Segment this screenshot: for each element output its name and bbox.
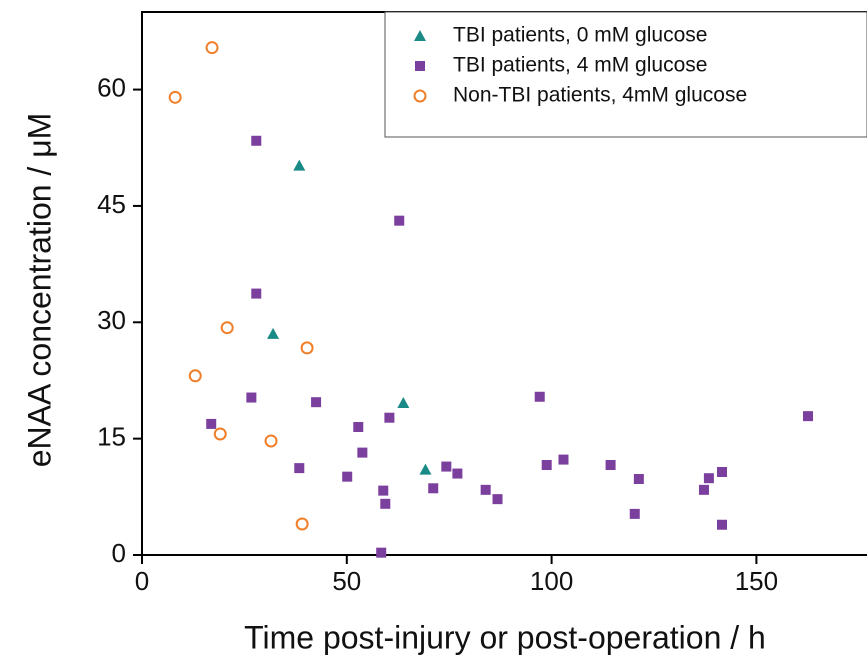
x-tick-label: 0 [135, 566, 149, 596]
square-marker [480, 484, 491, 495]
square-marker [717, 466, 727, 477]
square-marker [629, 508, 640, 519]
square-marker [492, 494, 503, 505]
triangle-marker [397, 396, 410, 408]
circle-marker [264, 434, 278, 448]
square-marker [384, 412, 395, 423]
square-marker [803, 411, 814, 422]
triangle-marker [419, 463, 432, 475]
square-marker [378, 485, 389, 496]
square-marker [246, 392, 257, 403]
x-tick-label: 50 [332, 566, 361, 596]
y-tick-label: 30 [97, 305, 126, 335]
square-marker [441, 461, 452, 472]
circle-marker [213, 427, 227, 441]
y-tick-label: 15 [97, 422, 126, 452]
y-tick-label: 60 [97, 72, 126, 102]
legend-box [384, 11, 867, 138]
square-marker [376, 547, 387, 558]
circle-marker [295, 517, 309, 531]
circle-marker [188, 369, 202, 383]
y-tick-label: 45 [97, 189, 126, 219]
square-marker [206, 418, 217, 429]
square-marker [534, 391, 545, 402]
y-axis-label: eNAA concentration / μM [21, 113, 57, 468]
triangle-marker [414, 30, 426, 41]
circle-marker [205, 41, 219, 55]
square-marker [605, 460, 616, 471]
square-marker [633, 473, 644, 484]
square-marker [428, 483, 439, 494]
x-tick-label: 100 [530, 566, 573, 596]
y-tick-label: 0 [112, 538, 126, 568]
square-marker [353, 422, 364, 433]
x-axis-label: Time post-injury or post-operation / h [244, 619, 766, 655]
circle-marker [413, 89, 427, 103]
square-marker [251, 135, 262, 146]
square-marker [703, 473, 714, 484]
square-marker [558, 454, 569, 465]
legend-label: TBI patients, 4 mM glucose [453, 54, 707, 77]
square-marker [251, 288, 262, 299]
square-marker [717, 519, 727, 530]
circle-marker [220, 321, 234, 335]
square-marker [380, 498, 391, 509]
square-marker [541, 460, 552, 471]
square-marker [342, 471, 353, 482]
square-marker [294, 463, 305, 474]
circle-marker [168, 90, 182, 104]
square-marker [452, 468, 463, 479]
square-marker [311, 397, 322, 408]
legend-label: Non-TBI patients, 4mM glucose [453, 84, 747, 107]
circle-marker [300, 341, 314, 355]
x-tick-label: 150 [735, 566, 778, 596]
square-marker [415, 61, 425, 71]
legend-label: TBI patients, 0 mM glucose [453, 24, 707, 47]
triangle-marker [267, 327, 280, 339]
square-marker [698, 484, 709, 495]
square-marker [394, 215, 405, 226]
square-marker [357, 447, 368, 458]
triangle-marker [293, 159, 306, 171]
